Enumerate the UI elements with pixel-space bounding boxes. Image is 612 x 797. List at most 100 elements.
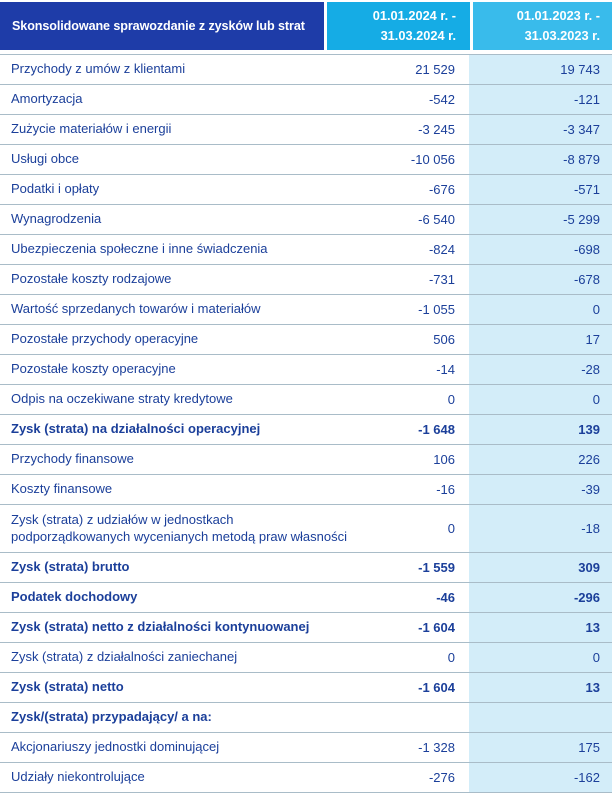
- value-2024: -542: [428, 92, 455, 107]
- row-label: Wartość sprzedanych towarów i materiałów: [11, 301, 261, 317]
- table-title: Skonsolidowane sprawozdanie z zysków lub…: [0, 2, 324, 50]
- row-label: Pozostałe koszty rodzajowe: [11, 271, 172, 287]
- value-2024: 0: [447, 650, 455, 665]
- row-label: Przychody z umów z klientami: [11, 61, 186, 77]
- row-label: Zysk (strata) netto z działalności konty…: [11, 619, 310, 635]
- value-2024: -1 055: [418, 302, 455, 317]
- table-header-row: Skonsolidowane sprawozdanie z zysków lub…: [0, 2, 612, 50]
- value-2024: 0: [447, 521, 455, 536]
- value-2024: 506: [433, 332, 455, 347]
- row-label: Zysk (strata) netto: [11, 679, 124, 695]
- table-body: Przychody z umów z klientami 21 529 19 7…: [0, 54, 612, 793]
- table-row: Usługi obce -10 056 -8 879: [0, 145, 612, 175]
- table-row: Zysk/(strata) przypadający/ a na:: [0, 703, 612, 733]
- value-2024: -676: [428, 182, 455, 197]
- value-2023: -18: [581, 521, 600, 536]
- value-2023: -678: [573, 272, 600, 287]
- table-row: Zysk (strata) brutto -1 559 309: [0, 553, 612, 583]
- table-row: Wartość sprzedanych towarów i materiałów…: [0, 295, 612, 325]
- value-2023: 139: [578, 422, 600, 437]
- value-2024: -1 604: [418, 620, 455, 635]
- column-header-period-2023: 01.01.2023 r. - 31.03.2023 r.: [473, 2, 612, 50]
- period-2024-line2: 31.03.2024 r.: [380, 28, 456, 43]
- value-2024: -6 540: [418, 212, 455, 227]
- table-row: Wynagrodzenia -6 540 -5 299: [0, 205, 612, 235]
- row-label: Wynagrodzenia: [11, 211, 102, 227]
- value-2023: -121: [573, 92, 600, 107]
- row-label: Zysk (strata) z udziałów w jednostkach p…: [11, 511, 348, 544]
- row-label: Pozostałe przychody operacyjne: [11, 331, 199, 347]
- row-label: Zysk (strata) na działalności operacyjne…: [11, 421, 261, 437]
- value-2023: 175: [578, 740, 600, 755]
- table-row: Ubezpieczenia społeczne i inne świadczen…: [0, 235, 612, 265]
- table-row: Zysk (strata) na działalności operacyjne…: [0, 415, 612, 445]
- row-label: Przychody finansowe: [11, 451, 134, 467]
- value-2023: -162: [573, 770, 600, 785]
- period-2024-line1: 01.01.2024 r. -: [372, 8, 456, 24]
- value-2023: 13: [585, 680, 600, 695]
- value-2024: 0: [447, 392, 455, 407]
- value-2024: -824: [428, 242, 455, 257]
- column-header-period-2024: 01.01.2024 r. - 31.03.2024 r.: [327, 2, 470, 50]
- row-label: Amortyzacja: [11, 91, 83, 107]
- row-label: Podatek dochodowy: [11, 589, 138, 605]
- value-2023: -28: [581, 362, 600, 377]
- value-2024: -46: [436, 590, 455, 605]
- row-label: Akcjonariuszy jednostki dominującej: [11, 739, 220, 755]
- row-label: Zysk (strata) brutto: [11, 559, 130, 575]
- row-label: Usługi obce: [11, 151, 79, 167]
- table-row: Podatek dochodowy -46 -296: [0, 583, 612, 613]
- period-2023-line1: 01.01.2023 r. -: [516, 8, 600, 24]
- value-2024: -1 648: [418, 422, 455, 437]
- value-2023: -8 879: [563, 152, 600, 167]
- table-row: Przychody finansowe 106 226: [0, 445, 612, 475]
- row-label: Zysk/(strata) przypadający/ a na:: [11, 709, 212, 725]
- value-2023: 0: [592, 650, 600, 665]
- value-2024: 21 529: [415, 62, 455, 77]
- value-2024: -3 245: [418, 122, 455, 137]
- value-2023: 0: [592, 302, 600, 317]
- value-2023: 226: [578, 452, 600, 467]
- table-row: Zysk (strata) z działalności zaniechanej…: [0, 643, 612, 673]
- value-2023: -296: [573, 590, 600, 605]
- value-2024: -10 056: [410, 152, 455, 167]
- table-row: Akcjonariuszy jednostki dominującej -1 3…: [0, 733, 612, 763]
- value-2024: -14: [436, 362, 455, 377]
- value-2023: 13: [585, 620, 600, 635]
- value-2023: 19 743: [560, 62, 600, 77]
- table-row: Zysk (strata) z udziałów w jednostkach p…: [0, 505, 612, 553]
- value-2024: -1 328: [418, 740, 455, 755]
- value-2023: -698: [573, 242, 600, 257]
- table-row: Podatki i opłaty -676 -571: [0, 175, 612, 205]
- table-row: Udziały niekontrolujące -276 -162: [0, 763, 612, 793]
- value-2024: -1 604: [418, 680, 455, 695]
- value-2024: -731: [428, 272, 455, 287]
- value-2023: -5 299: [563, 212, 600, 227]
- value-2023: -3 347: [563, 122, 600, 137]
- table-row: Przychody z umów z klientami 21 529 19 7…: [0, 55, 612, 85]
- row-label: Udziały niekontrolujące: [11, 769, 145, 785]
- table-row: Pozostałe koszty rodzajowe -731 -678: [0, 265, 612, 295]
- table-row: Zysk (strata) netto -1 604 13: [0, 673, 612, 703]
- value-2023: 0: [592, 392, 600, 407]
- row-label: Koszty finansowe: [11, 481, 113, 497]
- table-row: Pozostałe koszty operacyjne -14 -28: [0, 355, 612, 385]
- value-2024: -276: [428, 770, 455, 785]
- value-2023: -571: [573, 182, 600, 197]
- value-2024: -16: [436, 482, 455, 497]
- row-label: Zysk (strata) z działalności zaniechanej: [11, 649, 238, 665]
- table-row: Koszty finansowe -16 -39: [0, 475, 612, 505]
- value-2023: -39: [581, 482, 600, 497]
- table-row: Pozostałe przychody operacyjne 506 17: [0, 325, 612, 355]
- value-2023: 309: [578, 560, 600, 575]
- value-2024: -1 559: [418, 560, 455, 575]
- table-row: Amortyzacja -542 -121: [0, 85, 612, 115]
- table-cutoff-strip: [0, 793, 612, 797]
- row-label: Pozostałe koszty operacyjne: [11, 361, 176, 377]
- table-row: Zużycie materiałów i energii -3 245 -3 3…: [0, 115, 612, 145]
- row-label: Zużycie materiałów i energii: [11, 121, 172, 137]
- row-label: Odpis na oczekiwane straty kredytowe: [11, 391, 233, 407]
- row-label: Ubezpieczenia społeczne i inne świadczen…: [11, 241, 268, 257]
- period-2023-line2: 31.03.2023 r.: [524, 28, 600, 43]
